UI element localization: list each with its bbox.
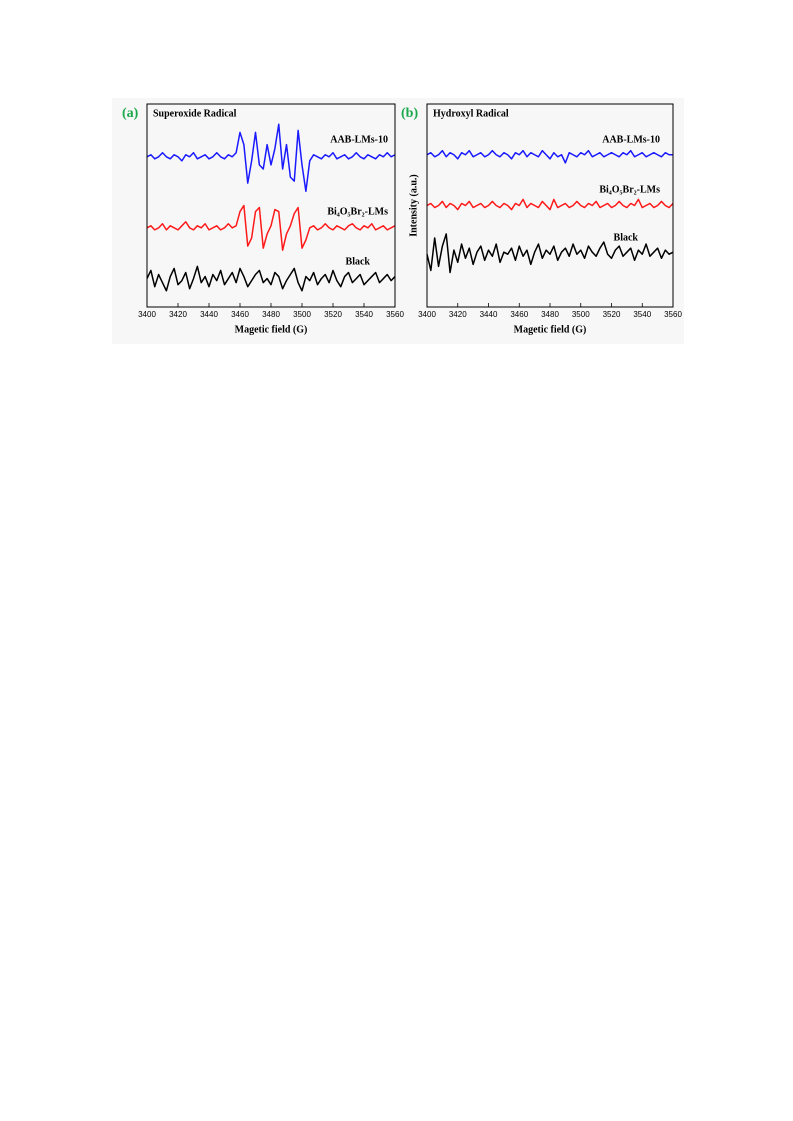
series-label: AAB-LMs-10 bbox=[602, 134, 660, 145]
x-tick-label: 3440 bbox=[200, 310, 218, 319]
x-tick-label: 3480 bbox=[262, 310, 280, 319]
x-tick-label: 3500 bbox=[293, 310, 311, 319]
series-label: Black bbox=[614, 232, 639, 243]
series-label: Black bbox=[346, 256, 371, 267]
panel-label: (b) bbox=[401, 106, 418, 121]
x-tick-label: 3540 bbox=[633, 310, 651, 319]
x-tick-label: 3400 bbox=[418, 310, 436, 319]
series-label: AAB-LMs-10 bbox=[330, 134, 388, 145]
series-line bbox=[146, 204, 396, 251]
y-axis-label: Intensity (a.u.) bbox=[408, 174, 419, 237]
figure-background bbox=[112, 98, 684, 344]
chart-title: Hydroxyl Radical bbox=[433, 108, 509, 119]
x-tick-label: 3520 bbox=[324, 310, 342, 319]
x-tick-label: 3400 bbox=[138, 310, 156, 319]
series-label: Bi₄O₅Br₂-LMs bbox=[599, 184, 660, 195]
x-tick-label: 3560 bbox=[664, 310, 682, 319]
series-line bbox=[426, 149, 673, 164]
series-line bbox=[146, 265, 396, 292]
series-line bbox=[146, 123, 396, 193]
panel-label: (a) bbox=[122, 106, 139, 121]
series-label: Bi₄O₅Br₂-LMs bbox=[327, 206, 388, 217]
x-tick-label: 3540 bbox=[355, 310, 373, 319]
series-line bbox=[426, 233, 674, 274]
x-tick-label: 3440 bbox=[480, 310, 498, 319]
plot-frame bbox=[426, 103, 674, 308]
x-tick-label: 3500 bbox=[572, 310, 590, 319]
series-line bbox=[426, 198, 674, 211]
x-tick-label: 3460 bbox=[510, 310, 528, 319]
x-axis-label: Magetic field (G) bbox=[514, 324, 587, 335]
x-tick-label: 3520 bbox=[603, 310, 621, 319]
plot-frame bbox=[146, 103, 396, 308]
chart-title: Superoxide Radical bbox=[153, 108, 237, 119]
x-tick-label: 3480 bbox=[541, 310, 559, 319]
x-axis-label: Magetic field (G) bbox=[235, 324, 308, 335]
x-tick-label: 3420 bbox=[449, 310, 467, 319]
x-tick-label: 3460 bbox=[231, 310, 249, 319]
x-tick-label: 3560 bbox=[386, 310, 404, 319]
x-tick-label: 3420 bbox=[169, 310, 187, 319]
